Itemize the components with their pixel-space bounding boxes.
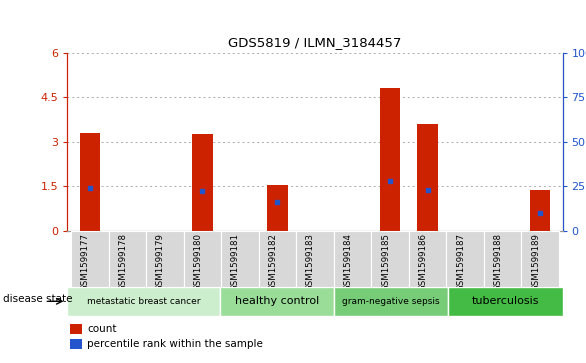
Bar (522, 231, 559, 287)
Bar (267, 184, 288, 231)
Text: disease state: disease state (3, 294, 73, 305)
Text: GSM1599185: GSM1599185 (381, 233, 390, 291)
Bar (192, 134, 213, 231)
Text: GSM1599181: GSM1599181 (231, 233, 240, 291)
Bar (80, 133, 100, 231)
Bar (108, 231, 146, 287)
Bar (372, 231, 409, 287)
Bar (70, 339, 82, 349)
Text: tuberculosis: tuberculosis (472, 296, 539, 306)
Bar (380, 88, 400, 231)
Text: GSM1599184: GSM1599184 (343, 233, 353, 291)
Bar (448, 287, 563, 316)
Text: GSM1599177: GSM1599177 (81, 233, 90, 291)
Bar (334, 231, 372, 287)
Bar (221, 231, 258, 287)
Bar (70, 325, 82, 334)
Text: percentile rank within the sample: percentile rank within the sample (87, 339, 263, 349)
Bar (334, 287, 448, 316)
Bar (146, 231, 183, 287)
Bar (417, 124, 438, 231)
Text: GSM1599180: GSM1599180 (193, 233, 202, 291)
Bar (220, 287, 334, 316)
Text: GSM1599182: GSM1599182 (268, 233, 277, 291)
Text: healthy control: healthy control (235, 296, 319, 306)
Text: count: count (87, 324, 117, 334)
Bar (409, 231, 447, 287)
Text: GSM1599183: GSM1599183 (306, 233, 315, 291)
Text: GSM1599186: GSM1599186 (418, 233, 428, 291)
Bar (447, 231, 484, 287)
Bar (296, 231, 334, 287)
Text: gram-negative sepsis: gram-negative sepsis (342, 297, 440, 306)
Bar (71, 231, 108, 287)
Bar (530, 191, 550, 231)
Text: GSM1599179: GSM1599179 (156, 233, 165, 291)
Text: GSM1599187: GSM1599187 (456, 233, 465, 291)
Bar (67, 287, 220, 316)
Text: metastatic breast cancer: metastatic breast cancer (87, 297, 200, 306)
Title: GDS5819 / ILMN_3184457: GDS5819 / ILMN_3184457 (229, 36, 401, 49)
Bar (258, 231, 296, 287)
Text: GSM1599178: GSM1599178 (118, 233, 127, 291)
Text: GSM1599189: GSM1599189 (531, 233, 540, 291)
Text: GSM1599188: GSM1599188 (493, 233, 503, 291)
Bar (484, 231, 522, 287)
Bar (183, 231, 221, 287)
